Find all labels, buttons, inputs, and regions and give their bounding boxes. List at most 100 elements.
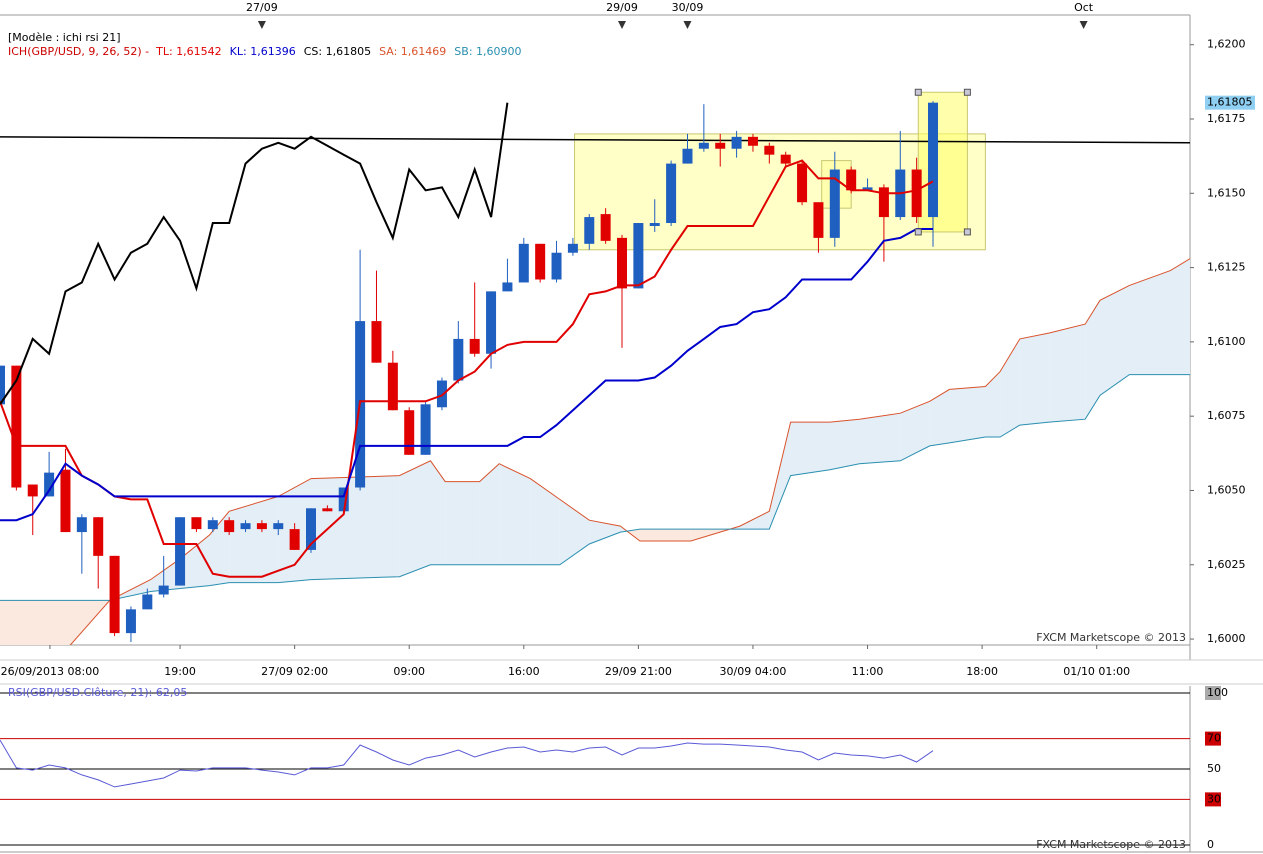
top-tick-label: 30/09	[672, 1, 704, 14]
candle-body	[600, 214, 611, 241]
cloud-fill	[790, 422, 830, 476]
cloud-fill	[311, 475, 400, 580]
cloud-fill	[530, 478, 560, 565]
y-tick-label: 0	[1207, 838, 1214, 851]
y-tick-label: 1,6000	[1207, 632, 1246, 645]
indicator-legend: ICH(GBP/USD, 9, 26, 52) - TL: 1,61542 KL: …	[8, 45, 522, 58]
cloud-fill	[1085, 300, 1100, 420]
candle-body	[878, 187, 889, 218]
cloud-fill	[985, 371, 1001, 437]
candle-body	[273, 523, 284, 530]
rsi-title: RSI(GBP/USD.Clôture, 21): 62,05	[8, 686, 187, 699]
cloud-fill	[949, 386, 986, 443]
candle-body	[371, 321, 382, 363]
selection-handle	[914, 88, 922, 96]
cloud-fill	[1100, 285, 1130, 396]
candle-body	[666, 163, 677, 224]
x-tick-label: 16:00	[508, 665, 540, 678]
cloud-fill	[445, 481, 480, 565]
cloud-fill	[559, 499, 590, 565]
candle-body	[551, 252, 562, 280]
candle-body	[306, 508, 317, 550]
cloud-fill	[499, 463, 531, 565]
y-tick-label: 1,6050	[1207, 483, 1246, 496]
candle-body	[11, 365, 22, 488]
cloud-fill	[859, 413, 901, 464]
candle-body	[813, 202, 824, 238]
legend-item: KL: 1,61396	[230, 45, 296, 58]
top-tick-marker	[618, 21, 627, 29]
trendline	[0, 136, 1190, 144]
legend-item: TL: 1,61542	[155, 45, 222, 58]
candle-body	[404, 410, 415, 455]
y-tick-label: 1,6150	[1207, 186, 1246, 199]
cloud-fill	[229, 496, 279, 583]
candle-body	[436, 380, 447, 408]
cloud-fill	[430, 460, 446, 565]
y-tick-label: 1,6100	[1207, 335, 1246, 348]
senkou-span	[69, 258, 1190, 645]
candle-body	[109, 555, 120, 634]
candle-body	[584, 217, 595, 244]
cloud-fill	[929, 389, 950, 446]
x-tick-label: 29/09 21:00	[605, 665, 672, 678]
selection-handle	[914, 228, 922, 236]
indicator-line	[0, 102, 509, 405]
cloud-fill	[1000, 338, 1020, 437]
candle-body	[518, 243, 529, 283]
y-tick-label: 1,6025	[1207, 558, 1246, 571]
candle-body	[747, 136, 758, 146]
candle-body	[486, 291, 497, 354]
y-tick-label: 50	[1207, 762, 1221, 775]
cloud-fill	[900, 401, 930, 461]
top-tick-marker	[257, 21, 266, 29]
candle-body	[469, 338, 480, 354]
candle-body	[567, 243, 578, 253]
senkou-span	[0, 374, 1190, 601]
cloud-fill	[150, 558, 181, 592]
legend-item: SA: 1,61469	[379, 45, 446, 58]
candle-body	[617, 237, 628, 289]
cloud-fill	[640, 529, 691, 541]
tick-label-box	[1205, 792, 1221, 807]
indicator-line	[0, 228, 933, 522]
candle-body	[93, 517, 104, 556]
cloud-fill	[399, 460, 431, 577]
candle-body	[928, 102, 939, 218]
top-tick-marker	[1079, 21, 1088, 29]
candle-body	[191, 517, 202, 530]
x-tick-label: 18:00	[966, 665, 998, 678]
watermark: FXCM Marketscope © 2013	[1036, 838, 1186, 851]
top-tick-marker	[683, 21, 692, 29]
candle-body	[649, 223, 660, 226]
candle-body	[502, 282, 513, 292]
candle-body	[862, 187, 873, 191]
cloud-fill	[1170, 258, 1190, 375]
last-price-box	[1205, 95, 1255, 110]
candle-body	[453, 338, 464, 381]
candle-body	[256, 523, 267, 530]
top-tick-label: 27/09	[246, 1, 278, 14]
candle-body	[633, 223, 644, 289]
x-tick-label: 26/09/2013 08:00	[1, 665, 100, 678]
candle-body	[911, 169, 922, 218]
selection-handle	[963, 228, 971, 236]
candle-body	[764, 145, 775, 155]
candle-body	[846, 169, 857, 191]
x-tick-label: 01/10 01:00	[1063, 665, 1130, 678]
cloud-fill	[769, 422, 791, 530]
cloud-fill	[0, 600, 71, 645]
y-tick-label: 30	[1207, 792, 1221, 805]
candle-body	[44, 472, 55, 497]
y-tick-label: 1,6175	[1207, 112, 1246, 125]
y-tick-label: 100	[1207, 686, 1228, 699]
candle-body	[142, 594, 153, 610]
watermark: FXCM Marketscope © 2013	[1036, 631, 1186, 644]
candle-body	[27, 484, 38, 497]
candle-body	[535, 243, 546, 280]
candle-body	[338, 487, 349, 512]
candle-body	[76, 517, 87, 533]
